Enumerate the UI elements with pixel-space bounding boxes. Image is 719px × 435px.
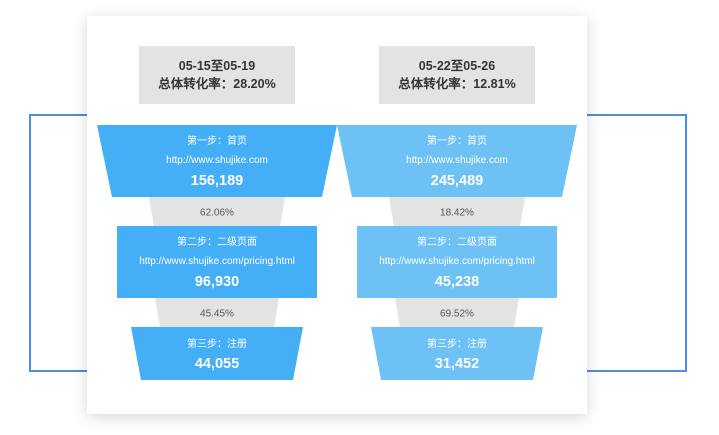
stage-value: 44,055 bbox=[195, 356, 239, 372]
funnel-stage-right-2 bbox=[357, 226, 557, 298]
stage-value: 245,489 bbox=[431, 173, 483, 189]
conversion-rate-left-1: 62.06% bbox=[200, 208, 234, 219]
funnel-stage-right-3 bbox=[371, 327, 543, 380]
stage-url-label: http://www.shujike.com bbox=[406, 155, 508, 166]
stage-step-label: 第三步：注册 bbox=[427, 337, 487, 350]
stage-step-label: 第二步：二级页面 bbox=[177, 235, 257, 248]
stage-url-label: http://www.shujike.com/pricing.html bbox=[379, 256, 535, 267]
stage-value: 156,189 bbox=[191, 173, 243, 189]
funnel-chart: 62.06% 45.45% 第一步：首页 http://www.shujike.com… bbox=[97, 125, 577, 380]
stage-value: 96,930 bbox=[195, 274, 239, 290]
stage-step-label: 第一步：首页 bbox=[427, 134, 487, 147]
funnel-stage-right-1 bbox=[337, 125, 577, 197]
conversion-rate-right-2: 69.52% bbox=[440, 309, 474, 320]
stage-step-label: 第一步：首页 bbox=[187, 134, 247, 147]
overall-conversion-left: 总体转化率：28.20% bbox=[158, 77, 276, 91]
conversion-rate-left-2: 45.45% bbox=[200, 309, 234, 320]
stage-step-label: 第二步：二级页面 bbox=[417, 235, 497, 248]
stage-url-label: http://www.shujike.com/pricing.html bbox=[139, 256, 295, 267]
funnel-stage-left-1 bbox=[97, 125, 337, 197]
funnel-card: 05-15至05-19 总体转化率：28.20% 05-22至05-26 总体转… bbox=[87, 16, 587, 414]
period-box-left: 05-15至05-19 总体转化率：28.20% bbox=[139, 46, 295, 104]
stage-url-label: http://www.shujike.com bbox=[166, 155, 268, 166]
overall-conversion-right: 总体转化率：12.81% bbox=[398, 77, 516, 91]
conversion-connector-right-1 bbox=[389, 197, 525, 226]
period-title-right: 05-22至05-26 bbox=[418, 59, 496, 73]
stage-step-label: 第三步：注册 bbox=[187, 337, 247, 350]
stage-value: 31,452 bbox=[435, 356, 479, 372]
funnel-stage-left-2 bbox=[117, 226, 317, 298]
period-title-left: 05-15至05-19 bbox=[178, 59, 256, 73]
conversion-rate-right-1: 18.42% bbox=[440, 208, 474, 219]
stage-value: 45,238 bbox=[435, 274, 479, 290]
period-box-right: 05-22至05-26 总体转化率：12.81% bbox=[379, 46, 535, 104]
funnel-stage-left-3 bbox=[131, 327, 303, 380]
conversion-connector-left-2 bbox=[155, 298, 279, 327]
conversion-connector-right-2 bbox=[395, 298, 519, 327]
conversion-connector-left-1 bbox=[149, 197, 285, 226]
